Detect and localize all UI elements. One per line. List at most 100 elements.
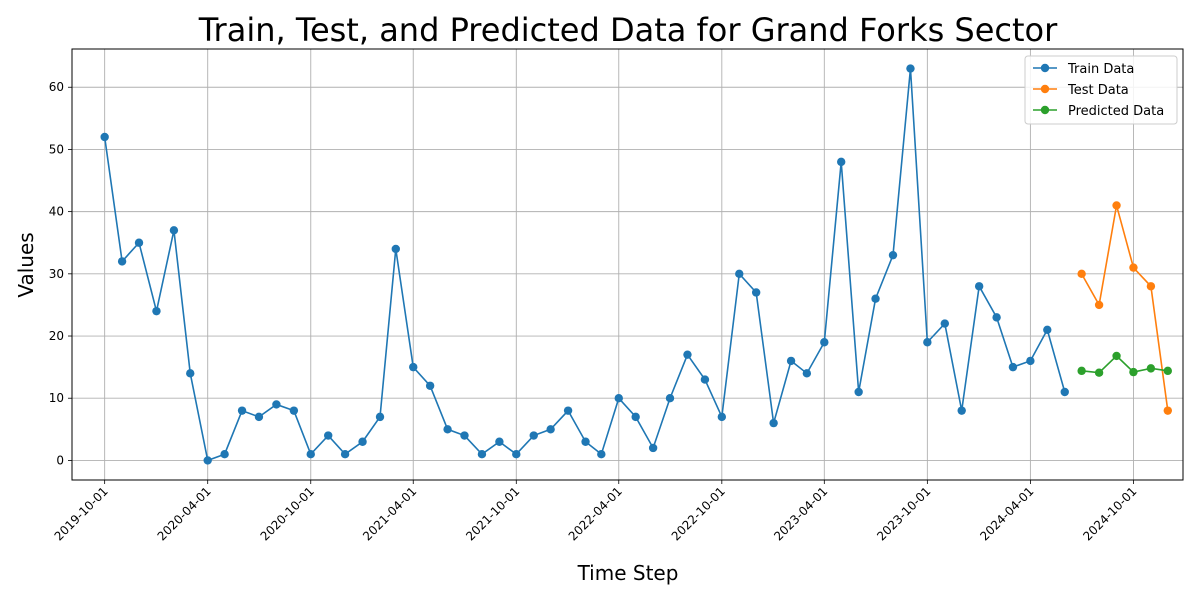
data-point-train-data — [1008, 362, 1018, 372]
data-point-train-data — [751, 288, 761, 297]
data-point-predicted-data — [1163, 366, 1172, 376]
data-point-train-data — [597, 449, 606, 459]
legend-swatch-marker — [1040, 63, 1050, 73]
data-point-train-data — [443, 425, 452, 434]
data-point-train-data — [1026, 356, 1035, 366]
series-layer — [100, 64, 1172, 465]
series-train-data — [100, 64, 1069, 465]
legend-item-test-data: Test Data — [1033, 83, 1129, 98]
data-point-test-data — [1112, 201, 1121, 210]
data-point-test-data — [1146, 282, 1156, 291]
data-point-train-data — [186, 369, 195, 378]
series-line-train-data — [103, 68, 1066, 462]
data-point-predicted-data — [1112, 351, 1121, 361]
data-point-train-data — [272, 400, 281, 409]
data-point-train-data — [581, 437, 590, 446]
series-line-test-data — [1080, 205, 1169, 411]
x-tick-label: 2024-04-01 — [977, 484, 1036, 543]
series-predicted-data — [1077, 351, 1172, 377]
data-point-train-data — [1060, 387, 1069, 397]
data-point-train-data — [254, 412, 264, 422]
y-tick-label: 30 — [49, 267, 64, 281]
grid — [72, 49, 1183, 480]
data-point-train-data — [940, 319, 950, 328]
x-tick-label: 2023-10-01 — [874, 484, 933, 543]
data-point-train-data — [957, 406, 966, 415]
x-axis-ticks: 2019-10-01 2020-04-01 2020-10-01 2021-04-01… — [52, 480, 1140, 543]
data-point-train-data — [495, 437, 504, 446]
data-point-train-data — [117, 257, 127, 266]
legend: Train Data Test Data Predicted Data — [1024, 55, 1178, 125]
x-tick-label: 2023-04-01 — [771, 484, 830, 543]
y-tick-label: 50 — [49, 142, 64, 156]
legend-box — [1024, 55, 1178, 125]
data-point-train-data — [220, 449, 229, 459]
data-point-train-data — [786, 356, 796, 366]
data-point-train-data — [237, 406, 247, 415]
legend-swatch-marker — [1040, 105, 1050, 115]
data-point-predicted-data — [1094, 368, 1104, 377]
data-point-train-data — [425, 381, 435, 390]
x-tick-label: 2021-04-01 — [360, 484, 419, 543]
data-point-train-data — [100, 132, 109, 142]
data-point-train-data — [992, 313, 1001, 322]
data-point-train-data — [512, 449, 521, 459]
data-point-train-data — [665, 394, 675, 403]
legend-label: Test Data — [1067, 83, 1129, 98]
y-tick-label: 40 — [49, 205, 64, 219]
data-point-test-data — [1077, 269, 1086, 279]
data-point-train-data — [324, 431, 333, 440]
data-point-test-data — [1129, 263, 1138, 272]
data-point-train-data — [854, 387, 863, 397]
data-point-predicted-data — [1129, 367, 1138, 377]
data-point-train-data — [358, 437, 367, 446]
x-tick-label: 2022-10-01 — [669, 484, 728, 543]
x-tick-label: 2024-10-01 — [1080, 484, 1139, 543]
data-point-train-data — [717, 412, 727, 422]
data-point-train-data — [923, 338, 932, 347]
data-point-train-data — [306, 449, 315, 459]
data-point-train-data — [134, 238, 144, 247]
data-point-train-data — [648, 443, 658, 453]
data-point-train-data — [375, 412, 385, 422]
data-point-train-data — [614, 394, 623, 403]
data-point-train-data — [169, 226, 179, 235]
legend-label: Train Data — [1067, 62, 1134, 77]
data-point-train-data — [871, 294, 880, 303]
chart-title: Train, Test, and Predicted Data for Gran… — [198, 11, 1058, 49]
x-tick-label: 2019-10-01 — [52, 484, 111, 543]
data-point-train-data — [888, 250, 898, 260]
x-axis-label: Time Step — [577, 561, 679, 585]
data-point-test-data — [1094, 300, 1104, 310]
x-tick-label: 2020-04-01 — [155, 484, 214, 543]
data-point-train-data — [735, 269, 744, 279]
legend-item-predicted-data: Predicted Data — [1033, 104, 1164, 119]
data-point-train-data — [152, 306, 161, 316]
data-point-train-data — [391, 244, 400, 254]
legend-item-train-data: Train Data — [1033, 62, 1134, 77]
data-point-train-data — [563, 406, 573, 415]
data-point-train-data — [460, 431, 469, 440]
y-tick-label: 60 — [49, 80, 64, 94]
data-point-train-data — [409, 362, 418, 372]
plot-frame — [71, 48, 1184, 481]
y-tick-label: 20 — [49, 329, 64, 343]
data-point-train-data — [802, 369, 812, 378]
data-point-train-data — [631, 412, 640, 422]
data-point-train-data — [820, 338, 829, 347]
data-point-train-data — [529, 431, 538, 440]
legend-label: Predicted Data — [1068, 104, 1164, 119]
x-tick-label: 2020-10-01 — [258, 484, 317, 543]
y-axis-ticks: 0 10 20 30 40 50 60 — [49, 80, 72, 467]
data-point-predicted-data — [1077, 366, 1086, 376]
data-point-train-data — [769, 418, 778, 428]
data-point-train-data — [203, 456, 212, 465]
data-point-train-data — [683, 350, 692, 359]
data-point-predicted-data — [1146, 364, 1156, 373]
data-point-train-data — [974, 282, 984, 291]
x-tick-label: 2022-04-01 — [566, 484, 625, 543]
x-tick-label: 2021-10-01 — [463, 484, 522, 543]
data-point-train-data — [477, 449, 487, 459]
data-point-train-data — [1043, 325, 1052, 335]
